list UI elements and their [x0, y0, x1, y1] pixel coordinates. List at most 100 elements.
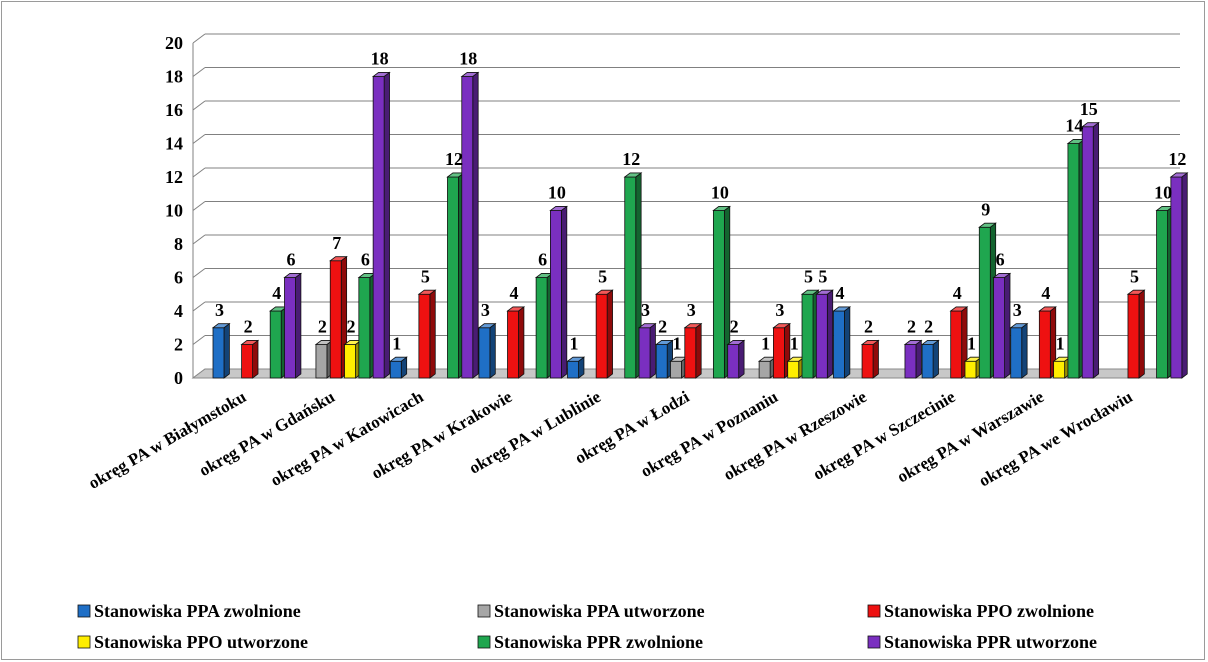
- legend-label: Stanowiska PPO utworzone: [94, 632, 308, 652]
- legend-item: Stanowiska PPA zwolnione: [77, 601, 301, 621]
- data-label: 2: [907, 317, 916, 337]
- legend-swatch: [477, 604, 491, 618]
- bar: [566, 356, 586, 379]
- y-tick-label: 4: [174, 301, 183, 321]
- legend-label: Stanowiska PPA zwolnione: [94, 601, 301, 621]
- bar: [683, 322, 703, 379]
- bar: [815, 289, 834, 379]
- y-axis: 0 2 4 6 8 10 12 14 16 18 20: [165, 33, 183, 388]
- y-tick-label: 10: [165, 201, 183, 221]
- bar: [1169, 172, 1189, 379]
- gridline-depth: [192, 167, 206, 178]
- data-label: 6: [538, 250, 547, 270]
- data-label: 10: [711, 183, 729, 203]
- legend-swatch: [477, 635, 491, 649]
- bar: [417, 289, 437, 379]
- data-label: 3: [775, 300, 784, 320]
- data-label: 4: [510, 283, 519, 303]
- bar: [860, 339, 880, 379]
- data-label: 3: [481, 300, 490, 320]
- y-tick-label: 2: [174, 335, 183, 355]
- y-tick-label: 14: [165, 134, 183, 154]
- legend-item: Stanowiska PPA utworzone: [477, 601, 705, 621]
- legend-label: Stanowiska PPO zwolnione: [884, 601, 1094, 621]
- bar: [903, 339, 923, 379]
- data-label: 7: [332, 233, 341, 253]
- data-label: 3: [641, 300, 650, 320]
- bar: [549, 205, 569, 379]
- data-label: 1: [570, 333, 579, 353]
- bar: [1009, 322, 1029, 379]
- gridline-depth: [192, 268, 206, 278]
- data-label: 15: [1080, 99, 1098, 119]
- data-label: 9: [981, 199, 990, 219]
- y-tick-label: 18: [165, 67, 183, 87]
- data-label: 10: [1154, 183, 1172, 203]
- data-label: 6: [361, 250, 370, 270]
- bar: [211, 322, 231, 379]
- legend-label: Stanowiska PPA utworzone: [494, 601, 705, 621]
- bar: [832, 306, 852, 379]
- data-label: 2: [347, 317, 356, 337]
- y-tick-label: 0: [174, 368, 183, 388]
- bar: [240, 339, 260, 379]
- data-label: 14: [1065, 116, 1083, 136]
- data-label: 4: [953, 283, 962, 303]
- data-label: 1: [761, 333, 770, 353]
- data-label: 5: [1130, 266, 1139, 286]
- data-label: 3: [1013, 300, 1022, 320]
- bar: [623, 172, 643, 379]
- gridline-depth: [192, 134, 206, 144]
- data-label: 2: [924, 317, 933, 337]
- data-label: 4: [835, 283, 844, 303]
- bar: [389, 356, 408, 379]
- legend-item: Stanowiska PPR utworzone: [867, 632, 1097, 652]
- data-label: 5: [421, 266, 430, 286]
- y-tick-label: 8: [174, 234, 183, 254]
- bar: [637, 322, 657, 379]
- data-label: 5: [804, 266, 813, 286]
- data-label: 12: [445, 149, 463, 169]
- data-label: 12: [622, 149, 640, 169]
- bar: [1126, 289, 1146, 379]
- bar: [594, 289, 614, 379]
- y-tick-label: 12: [165, 167, 183, 187]
- bar: [371, 71, 391, 379]
- data-label: 5: [598, 266, 607, 286]
- bar: [506, 306, 526, 379]
- data-label: 1: [672, 333, 681, 353]
- bar: [1081, 121, 1100, 379]
- legend-item: Stanowiska PPO zwolnione: [867, 601, 1094, 621]
- category-label: okręg PA we Wrocławiu: [976, 387, 1136, 490]
- legend-swatch: [867, 604, 881, 618]
- bar: [920, 339, 940, 379]
- bar: [460, 71, 480, 379]
- data-label: 1: [392, 333, 401, 353]
- legend-label: Stanowiska PPR zwolnione: [494, 632, 703, 652]
- category-label: okręg PA w Warszawie: [894, 387, 1048, 487]
- legend-item: Stanowiska PPR zwolnione: [477, 632, 703, 652]
- category-label: okręg PA w Katowicach: [267, 387, 427, 490]
- legend-swatch: [77, 635, 91, 649]
- category-label: okręg PA w Szczecinie: [810, 387, 959, 484]
- data-label: 2: [864, 317, 873, 337]
- bars: [211, 71, 1189, 379]
- data-label: 6: [996, 250, 1005, 270]
- gridline-depth: [192, 234, 206, 245]
- data-label: 18: [459, 49, 477, 69]
- data-label: 2: [730, 317, 739, 337]
- gridline-depth: [192, 100, 206, 111]
- bar: [992, 272, 1012, 379]
- data-label: 10: [548, 183, 566, 203]
- data-label: 2: [658, 317, 667, 337]
- data-label: 3: [215, 300, 224, 320]
- data-label: 1: [790, 333, 799, 353]
- data-label: 1: [1056, 333, 1065, 353]
- legend-swatch: [867, 635, 881, 649]
- data-label: 2: [318, 317, 327, 337]
- data-label: 1: [967, 333, 976, 353]
- data-label: 18: [371, 49, 389, 69]
